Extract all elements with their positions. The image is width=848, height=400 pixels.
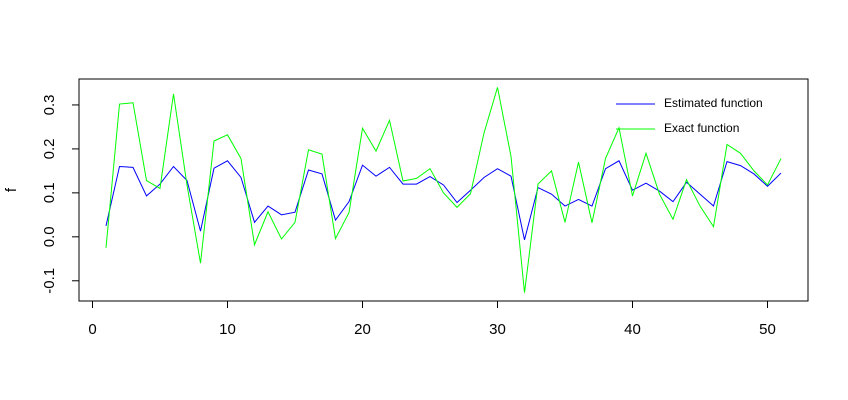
y-tick-label: -0.1 (41, 268, 58, 294)
legend-label: Estimated function (664, 96, 763, 110)
series-line (105, 160, 782, 241)
y-tick-label: 0.3 (41, 95, 58, 116)
x-tick-label: 20 (354, 321, 371, 338)
legend-label: Exact function (664, 121, 739, 135)
y-tick-label: 0.0 (41, 226, 58, 247)
x-tick-label: 40 (624, 321, 641, 338)
y-tick-label: 0.1 (41, 182, 58, 203)
x-tick-label: 0 (88, 321, 96, 338)
x-tick-label: 50 (759, 321, 776, 338)
x-tick-label: 10 (219, 321, 236, 338)
y-tick-label: 0.2 (41, 138, 58, 159)
y-axis-label: f (3, 187, 20, 192)
series-line (105, 87, 782, 293)
x-tick-label: 30 (489, 321, 506, 338)
